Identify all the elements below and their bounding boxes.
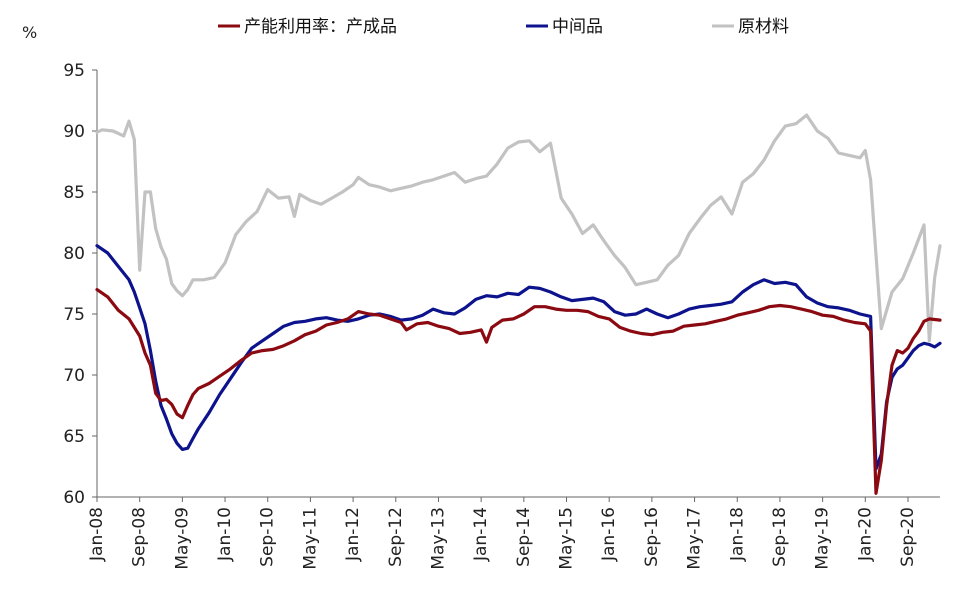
y-tick-label: 65 bbox=[63, 427, 85, 447]
y-tick-label: 75 bbox=[63, 305, 85, 325]
x-tick-label: May-11 bbox=[300, 507, 320, 570]
series-line-intermediate-goods bbox=[95, 244, 942, 471]
x-tick-label: May-17 bbox=[685, 507, 705, 570]
legend-label-intermediate-goods: 中间品 bbox=[552, 17, 603, 37]
y-tick-label: 80 bbox=[63, 244, 85, 264]
y-unit-label: % bbox=[22, 23, 37, 42]
x-tick-label: Jan-10 bbox=[215, 507, 235, 562]
x-tick-label: Jan-14 bbox=[471, 507, 491, 562]
series-line-raw-materials bbox=[95, 113, 942, 343]
series-line-finished-goods bbox=[95, 288, 942, 495]
legend-item-raw-materials: 原材料 bbox=[712, 17, 789, 37]
x-tick-label: Jan-12 bbox=[343, 507, 363, 562]
x-tick-label: May-13 bbox=[428, 507, 448, 570]
x-tick-label: Jan-20 bbox=[855, 507, 875, 562]
y-tick-label: 95 bbox=[63, 61, 85, 81]
x-tick-label: May-09 bbox=[172, 507, 192, 570]
y-tick-label: 60 bbox=[63, 488, 85, 508]
x-tick-label: Sep-12 bbox=[386, 507, 406, 567]
x-tick-label: Sep-20 bbox=[898, 507, 918, 567]
legend-item-finished-goods: 产能利用率：产成品 bbox=[218, 17, 397, 37]
x-tick-label: Sep-08 bbox=[130, 507, 150, 567]
x-tick-label: Jan-16 bbox=[599, 507, 619, 562]
x-tick-label: Jan-08 bbox=[87, 507, 107, 562]
x-axis: Jan-08 Sep-08 May-09 Jan-10 Sep-10 May-11 Jan-… bbox=[87, 496, 940, 570]
series-layer bbox=[95, 113, 942, 495]
y-tick-label: 70 bbox=[63, 366, 85, 386]
legend-label-raw-materials: 原材料 bbox=[738, 17, 789, 37]
legend: 产能利用率：产成品 中间品 原材料 bbox=[218, 17, 789, 37]
x-tick-label: May-19 bbox=[813, 507, 833, 570]
legend-label-finished-goods: 产能利用率：产成品 bbox=[244, 17, 397, 37]
y-tick-label: 90 bbox=[63, 122, 85, 142]
legend-item-intermediate-goods: 中间品 bbox=[526, 17, 603, 37]
y-axis: 95 90 85 80 75 70 65 60 bbox=[63, 61, 98, 508]
x-tick-label: Sep-10 bbox=[258, 507, 278, 567]
x-tick-label: Sep-16 bbox=[642, 507, 662, 567]
y-tick-label: 85 bbox=[63, 183, 85, 203]
x-tick-label: Jan-18 bbox=[727, 507, 747, 562]
x-tick-label: Sep-14 bbox=[514, 507, 534, 567]
x-tick-label: May-15 bbox=[557, 507, 577, 570]
x-tick-label: Sep-18 bbox=[770, 507, 790, 567]
